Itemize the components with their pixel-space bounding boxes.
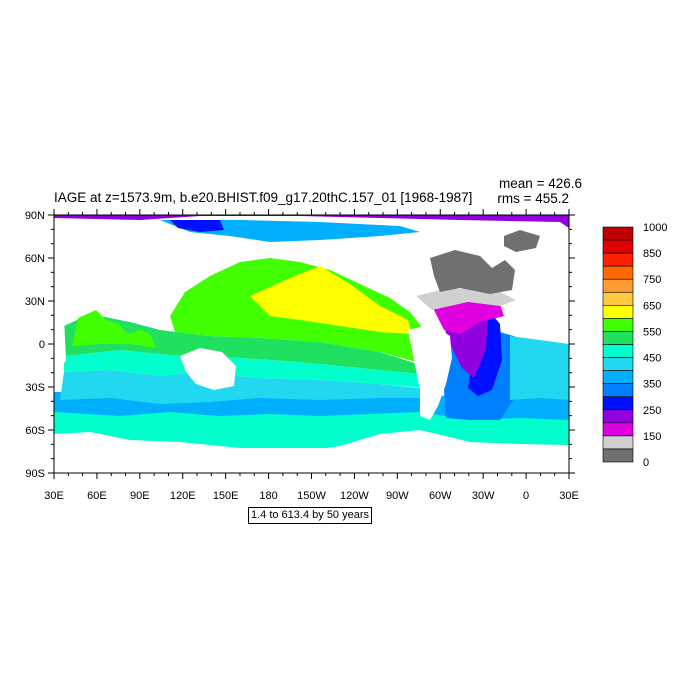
lat-tick-label: 90S <box>25 468 45 480</box>
mean-label: mean = 426.6 <box>499 176 582 191</box>
colorbar-swatch <box>602 396 634 411</box>
latitude-tick-labels: 90N 60N 30N 0 30S 60S 90S <box>25 210 45 480</box>
colorbar-swatch <box>602 435 634 450</box>
colorbar-swatch <box>602 331 634 345</box>
lon-tick-label: 120W <box>340 490 369 502</box>
lat-tick-label: 60S <box>25 425 45 437</box>
lat-tick-label: 60N <box>25 253 45 265</box>
contour-info-box: 1.4 to 613.4 by 50 years <box>248 507 372 524</box>
arctic-purple-band <box>54 215 569 228</box>
lon-tick-label: 30E <box>44 490 64 502</box>
north-pacific-yellow-core <box>250 266 412 334</box>
lon-tick-label: 60W <box>429 490 452 502</box>
arctic-blue <box>160 220 420 242</box>
colorbar-swatch <box>602 357 634 371</box>
lat-tick-label: 30N <box>25 296 45 308</box>
lon-tick-label: 180 <box>259 490 277 502</box>
colorbar-label: 450 <box>643 353 661 365</box>
map-title: IAGE at z=1573.9m, b.e20.BHIST.f09_g17.2… <box>54 190 472 205</box>
south-atlantic-light-blue <box>510 336 569 400</box>
longitude-tick-labels: 30E 60E 90E 120E 150E 180 150W 120W 90W 60W 30W 0 30… <box>44 490 579 502</box>
colorbar-swatch <box>602 383 634 398</box>
colorbar-label: 250 <box>643 405 661 417</box>
pacific-aqua-band <box>64 350 425 388</box>
lon-tick-label: 30E <box>559 490 579 502</box>
land-south-america <box>408 324 452 420</box>
south-pacific-light-blue <box>60 370 430 404</box>
colorbar-label: 850 <box>643 248 661 260</box>
colorbar-swatch <box>602 370 634 384</box>
rms-label: rms = 455.2 <box>497 191 569 206</box>
longitude-ticks <box>53 209 570 479</box>
colorbar-label: 350 <box>643 379 661 391</box>
north-atlantic-dark-gray <box>430 250 515 294</box>
colorbar-swatch <box>602 278 634 293</box>
lat-tick-label: 30S <box>25 382 45 394</box>
colorbar-swatch <box>602 252 634 267</box>
map-plot: 30E 60E 90E 120E 150E 180 150W 120W 90W 60W 30W 0 30… <box>25 209 579 502</box>
colorbar: 1000 850 750 650 550 450 350 250 150 0 <box>602 222 667 469</box>
atlantic-magenta <box>432 300 504 334</box>
land-australia <box>180 348 236 390</box>
colorbar-label: 550 <box>643 326 661 338</box>
colorbar-swatch <box>602 318 634 332</box>
land-south-africa <box>54 318 66 374</box>
arctic-deep-blue <box>170 220 224 232</box>
lon-tick-label: 150W <box>297 490 326 502</box>
colorbar-swatch <box>602 265 634 280</box>
colorbar-label: 1000 <box>643 222 667 234</box>
colorbar-swatch <box>602 409 634 424</box>
colorbar-label: 150 <box>643 431 661 443</box>
indian-ocean-green <box>72 310 156 348</box>
lon-tick-label: 150E <box>213 490 239 502</box>
lon-tick-label: 90E <box>130 490 150 502</box>
colorbar-label: 750 <box>643 274 661 286</box>
colorbar-label: 0 <box>643 457 649 469</box>
lat-tick-label: 90N <box>25 210 45 222</box>
nordic-dark-gray <box>504 230 540 252</box>
colorbar-swatch <box>602 239 634 254</box>
lat-tick-label: 0 <box>39 339 45 351</box>
lon-tick-label: 30W <box>472 490 495 502</box>
colorbar-swatch <box>602 291 634 306</box>
lon-tick-label: 90W <box>386 490 409 502</box>
colorbar-swatch <box>602 344 634 358</box>
land-antarctica <box>54 448 569 473</box>
lon-tick-label: 60E <box>87 490 107 502</box>
latitude-ticks <box>48 214 575 474</box>
colorbar-swatch <box>602 305 634 319</box>
lon-tick-label: 120E <box>170 490 196 502</box>
colorbar-swatch <box>602 448 634 463</box>
colorbar-label: 650 <box>643 300 661 312</box>
colorbar-swatch <box>602 422 634 437</box>
lon-tick-label: 0 <box>523 490 529 502</box>
indo-pacific-light-green <box>64 314 424 374</box>
colorbar-swatch <box>602 226 634 241</box>
